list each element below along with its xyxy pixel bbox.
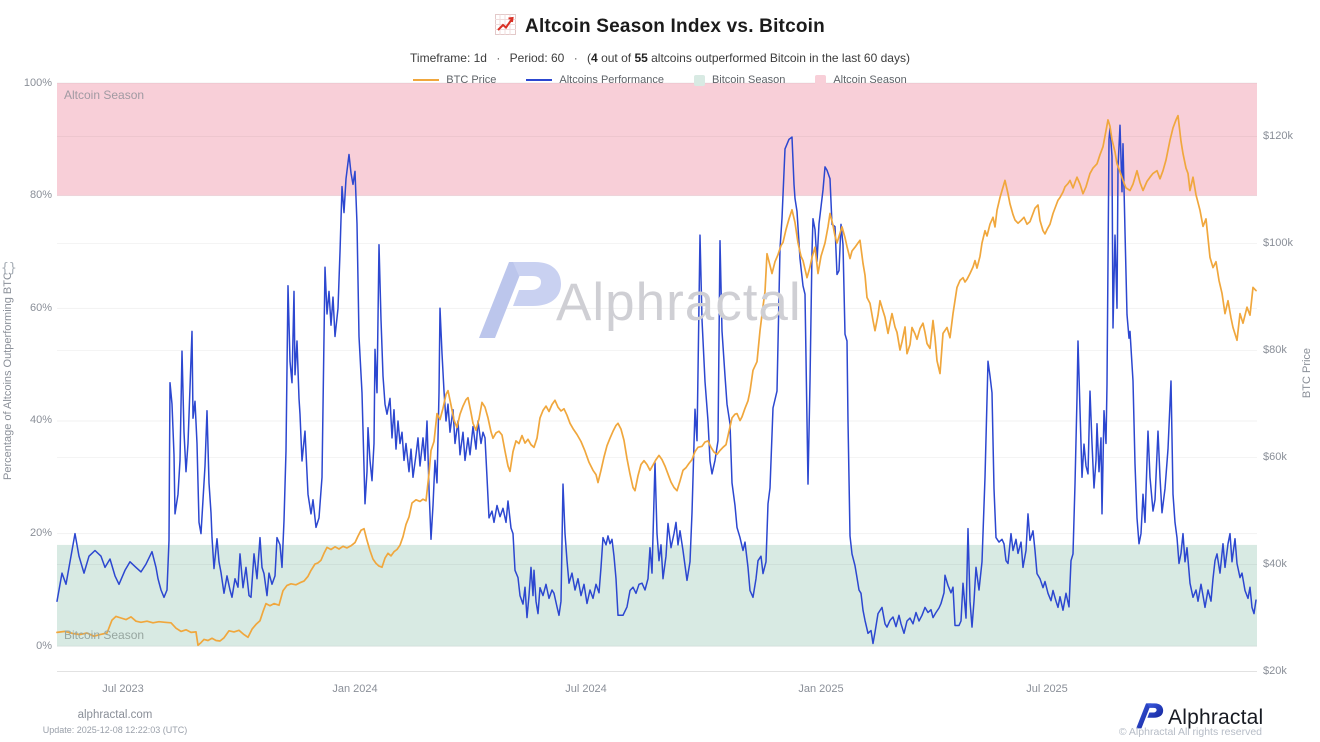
legend-item-bitcoin-season[interactable]: Bitcoin Season — [693, 74, 786, 86]
footer-site-text: alphractal.com — [77, 709, 153, 721]
code-icon[interactable]: {} — [1, 261, 17, 276]
left-tick-0: 0% — [36, 639, 52, 652]
page-title-row: Altcoin Season Index vs. Bitcoin — [0, 14, 1320, 40]
left-tick-20: 20% — [29, 527, 52, 540]
series-line-btc-price[interactable] — [56, 114, 1257, 647]
altcoin-season-band-label: Altcoin Season — [64, 88, 145, 102]
left-tick-40: 40% — [29, 414, 52, 427]
right-axis-title: BTC Price — [1301, 347, 1313, 399]
subtitle-outperform-count: 4 — [591, 51, 598, 65]
watermark-text: Alphractal — [556, 273, 802, 332]
legend-item-btc-price[interactable]: BTC Price — [413, 74, 496, 86]
page-title: Altcoin Season Index vs. Bitcoin — [525, 16, 825, 37]
brand-lockup: Alphractal — [1134, 702, 1263, 734]
subtitle-detail: altcoins outperformed Bitcoin in the las… — [647, 51, 910, 65]
bitcoin-season-band — [57, 544, 1257, 647]
left-axis-title: Percentage of Altcoins Outperforming BTC — [2, 272, 14, 480]
right-tick-40: $40k — [1263, 558, 1287, 570]
subtitle-separator: · — [573, 51, 578, 65]
altcoin-season-band — [57, 83, 1257, 196]
chart-increasing-icon — [495, 14, 517, 40]
right-tick-120: $120k — [1263, 130, 1293, 142]
subtitle-detail: ( — [587, 51, 592, 65]
legend-label: BTC Price — [446, 74, 497, 86]
right-tick-80: $80k — [1263, 344, 1287, 356]
legend-item-altcoin-season[interactable]: Altcoin Season — [815, 74, 907, 86]
subtitle-separator: · — [496, 51, 501, 65]
subtitle-period: Period: 60 — [509, 51, 565, 65]
right-tick-100: $100k — [1263, 237, 1293, 249]
legend-label: Bitcoin Season — [711, 74, 786, 86]
left-tick-80: 80% — [29, 189, 52, 202]
legend-line-swatch — [526, 79, 553, 81]
x-tick-jul-2024: Jul 2024 — [565, 683, 607, 695]
left-tick-60: 60% — [29, 301, 52, 314]
alphractal-logo-icon — [1134, 702, 1164, 734]
subtitle-timeframe: Timeframe: 1d — [410, 51, 487, 65]
brand-name: Alphractal — [1168, 706, 1264, 729]
legend-line-swatch — [413, 79, 440, 81]
subtitle-detail: out of — [597, 51, 635, 65]
watermark-logo-icon — [473, 258, 563, 345]
footer-update-timestamp: Update: 2025-12-08 12:22:03 (UTC) — [42, 725, 188, 735]
legend-label: Altcoins Performance — [559, 74, 664, 86]
right-tick-20: $20k — [1263, 665, 1287, 677]
series-line-altcoins-performance[interactable] — [56, 124, 1257, 645]
subtitle-total-count: 55 — [634, 51, 648, 65]
legend-box-swatch — [815, 74, 827, 86]
legend: BTC Price Altcoins Performance Bitcoin Sea… — [0, 74, 1320, 86]
left-tick-100: 100% — [23, 76, 52, 89]
x-tick-jul-2023: Jul 2023 — [102, 683, 144, 695]
legend-box-swatch — [693, 74, 705, 86]
right-tick-60: $60k — [1263, 451, 1287, 463]
x-tick-jan-2024: Jan 2024 — [332, 683, 378, 695]
chart-subtitle: Timeframe: 1d · Period: 60 · (4 out of 5… — [0, 51, 1320, 65]
legend-label: Altcoin Season — [833, 74, 907, 86]
x-tick-jul-2025: Jul 2025 — [1026, 683, 1068, 695]
legend-item-altcoins-performance[interactable]: Altcoins Performance — [526, 74, 664, 86]
bitcoin-season-band-label: Bitcoin Season — [64, 628, 145, 642]
x-tick-jan-2025: Jan 2025 — [798, 683, 844, 695]
footer-copyright: © Alphractal All rights reserved — [1118, 726, 1262, 738]
